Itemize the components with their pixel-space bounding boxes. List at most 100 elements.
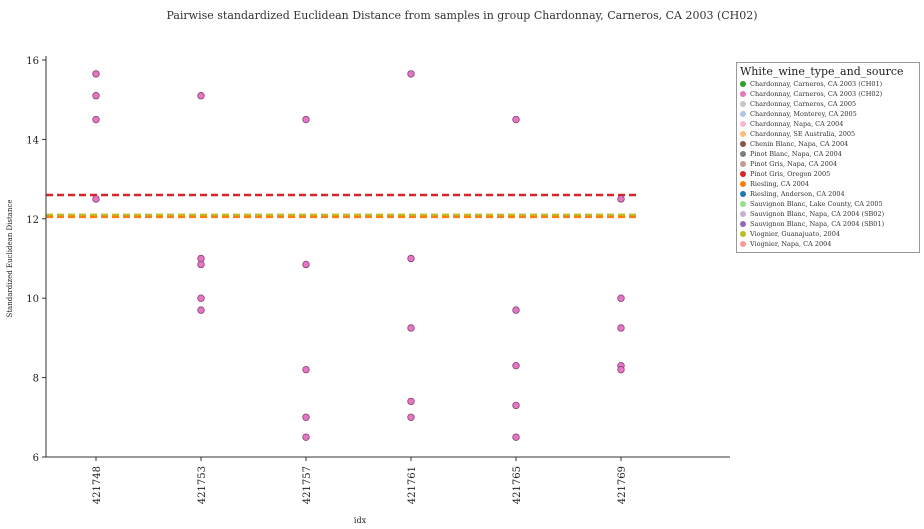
data-point: [197, 260, 205, 269]
data-point: [512, 401, 520, 410]
x-tick-label: 421753: [197, 466, 208, 504]
legend-label: Chardonnay, Carneros, CA 2005: [750, 100, 857, 108]
legend-label: Chardonnay, Napa, CA 2004: [750, 120, 844, 128]
legend-label: Sauvignon Blanc, Napa, CA 2004 (SB01): [750, 220, 885, 228]
legend-item: Sauvignon Blanc, Lake County, CA 2005: [740, 199, 916, 209]
x-axis-label: idx: [354, 516, 367, 525]
data-point: [617, 365, 625, 374]
data-point: [512, 306, 520, 314]
legend-item: Riesling, CA 2004: [740, 179, 916, 189]
legend-label: Chardonnay, SE Australia, 2005: [750, 130, 856, 138]
data-point: [407, 254, 415, 263]
legend-label: Sauvignon Blanc, Napa, CA 2004 (SB02): [750, 210, 885, 218]
legend-label: Chardonnay, Monterey, CA 2005: [750, 110, 857, 118]
legend-label: Chardonnay, Carneros, CA 2003 (CH01): [750, 80, 883, 88]
data-point: [617, 294, 625, 302]
legend-swatch: [740, 141, 746, 147]
legend-swatch: [740, 221, 746, 227]
data-point: [407, 324, 415, 332]
legend-swatch: [740, 91, 746, 97]
data-point: [302, 413, 310, 421]
data-point: [407, 397, 415, 406]
legend-item: Sauvignon Blanc, Napa, CA 2004 (SB02): [740, 209, 916, 219]
y-tick-label: 10: [26, 294, 39, 305]
legend-items: Chardonnay, Carneros, CA 2003 (CH01) Char…: [740, 79, 916, 249]
axes: 6 8 10 12 14 16 421748 421753 421757 421761 421765…: [6, 56, 730, 525]
legend-item: Chardonnay, Carneros, CA 2003 (CH01): [740, 79, 916, 89]
legend-item: Pinot Gris, Oregon 2005: [740, 169, 916, 179]
data-point: [512, 115, 520, 124]
legend-swatch: [740, 81, 746, 87]
data-point: [92, 70, 100, 78]
x-tick-label: 421769: [617, 466, 628, 504]
data-point: [407, 413, 415, 421]
legend-label: Chenin Blanc, Napa, CA 2004: [750, 140, 849, 148]
legend-label: Viognier, Napa, CA 2004: [750, 240, 832, 248]
legend-swatch: [740, 131, 746, 137]
legend-item: Chardonnay, Carneros, CA 2005: [740, 99, 916, 109]
y-axis-label: Standardized Euclidean Distance: [6, 199, 14, 317]
legend-item: Sauvignon Blanc, Napa, CA 2004 (SB01): [740, 219, 916, 229]
x-tick-label: 421748: [92, 466, 103, 504]
data-point: [302, 260, 310, 269]
legend-item: Riesling, Anderson, CA 2004: [740, 189, 916, 199]
data-point: [302, 115, 310, 124]
legend-label: Pinot Gris, Napa, CA 2004: [750, 160, 838, 168]
legend-item: Viognier, Guanajuato, 2004: [740, 229, 916, 239]
legend-swatch: [740, 101, 746, 107]
legend-label: Pinot Blanc, Napa, CA 2004: [750, 150, 842, 158]
reference-lines: [46, 193, 638, 219]
legend-swatch: [740, 181, 746, 187]
data-point: [407, 70, 415, 78]
legend-swatch: [740, 191, 746, 197]
legend-swatch: [740, 121, 746, 127]
legend-item: Chenin Blanc, Napa, CA 2004: [740, 139, 916, 149]
legend-item: Pinot Blanc, Napa, CA 2004: [740, 149, 916, 159]
y-tick-label: 8: [33, 374, 39, 385]
legend-label: Riesling, CA 2004: [750, 180, 810, 188]
legend-item: Pinot Gris, Napa, CA 2004: [740, 159, 916, 169]
data-point: [92, 92, 100, 100]
legend-label: Riesling, Anderson, CA 2004: [750, 190, 845, 198]
legend-swatch: [740, 241, 746, 247]
data-point: [302, 433, 310, 441]
legend-item: Viognier, Napa, CA 2004: [740, 239, 916, 249]
legend-label: Sauvignon Blanc, Lake County, CA 2005: [750, 200, 883, 208]
data-point: [302, 365, 310, 374]
legend-label: Viognier, Guanajuato, 2004: [750, 230, 840, 238]
y-tick-label: 16: [26, 56, 39, 67]
chart-title: Pairwise standardized Euclidean Distance…: [166, 9, 758, 22]
data-point: [197, 294, 205, 302]
y-tick-label: 12: [26, 215, 39, 226]
x-tick-label: 421757: [302, 466, 313, 504]
legend-item: Chardonnay, Monterey, CA 2005: [740, 109, 916, 119]
legend: White_wine_type_and_source Chardonnay, C…: [736, 62, 920, 253]
data-point: [92, 115, 100, 124]
legend-label: Chardonnay, Carneros, CA 2003 (CH02): [750, 90, 883, 98]
data-point: [197, 92, 205, 100]
legend-swatch: [740, 231, 746, 237]
y-tick-label: 14: [26, 135, 39, 146]
data-points: [92, 70, 625, 441]
data-point: [512, 361, 520, 370]
legend-swatch: [740, 151, 746, 157]
legend-item: Chardonnay, Napa, CA 2004: [740, 119, 916, 129]
legend-title: White_wine_type_and_source: [740, 65, 904, 78]
x-tick-label: 421765: [512, 466, 523, 504]
legend-swatch: [740, 171, 746, 177]
legend-item: Chardonnay, SE Australia, 2005: [740, 129, 916, 139]
y-tick-label: 6: [33, 453, 39, 464]
legend-swatch: [740, 201, 746, 207]
legend-swatch: [740, 161, 746, 167]
data-point: [617, 324, 625, 332]
data-point: [617, 195, 625, 203]
data-point: [197, 306, 205, 314]
data-point: [92, 195, 100, 203]
legend-item: Chardonnay, Carneros, CA 2003 (CH02): [740, 89, 916, 99]
x-tick-label: 421761: [407, 466, 418, 504]
data-point: [512, 433, 520, 441]
legend-swatch: [740, 111, 746, 117]
legend-label: Pinot Gris, Oregon 2005: [750, 170, 831, 178]
legend-swatch: [740, 211, 746, 217]
